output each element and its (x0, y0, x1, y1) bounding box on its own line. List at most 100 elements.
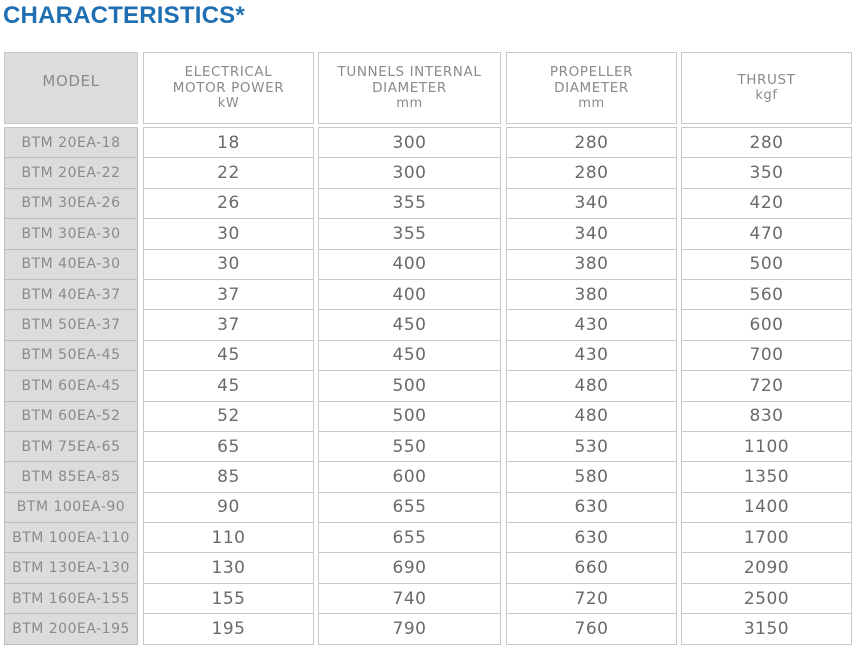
model-cell: BTM 200EA-195 (4, 614, 138, 645)
table-cell: 500 (681, 249, 852, 280)
table-cell: 630 (506, 523, 677, 554)
table-cell: 420 (681, 188, 852, 220)
table-cell: 340 (506, 188, 677, 220)
header-unit: mm (396, 96, 423, 111)
table-cell: 30 (143, 249, 314, 280)
table-cell: 90 (143, 492, 314, 524)
table-cell: 400 (318, 279, 501, 311)
header-label: TUNNELS INTERNAL (337, 64, 482, 80)
table-cell: 30 (143, 219, 314, 250)
table-cell: 110 (143, 523, 314, 554)
table-cell: 1400 (681, 492, 852, 524)
table-cell: 37 (143, 310, 314, 341)
table-cell: 690 (318, 553, 501, 584)
table-cell: 470 (681, 219, 852, 250)
column-model: MODEL BTM 20EA-18 BTM 20EA-22 BTM 30EA-26 BT… (4, 52, 138, 645)
header-tunnel-diameter: TUNNELS INTERNAL DIAMETER mm (318, 52, 501, 124)
table-cell: 830 (681, 401, 852, 432)
table-cell: 280 (681, 128, 852, 159)
table-cell: 45 (143, 371, 314, 402)
table-cell: 655 (318, 492, 501, 524)
table-cell: 480 (506, 371, 677, 402)
model-cell: BTM 85EA-85 (4, 462, 138, 493)
table-cell: 450 (318, 310, 501, 341)
table-cell: 790 (318, 614, 501, 645)
table-cell: 400 (318, 249, 501, 280)
table-cell: 355 (318, 188, 501, 220)
table-cell: 660 (506, 553, 677, 584)
header-label: PROPELLER (549, 64, 634, 80)
table-cell: 630 (506, 492, 677, 524)
header-label: MODEL (42, 72, 100, 90)
page-title: CHARACTERISTICS* (3, 2, 245, 29)
model-cell: BTM 60EA-45 (4, 371, 138, 402)
model-cell: BTM 30EA-30 (4, 219, 138, 250)
column-thrust: THRUST kgf 280 350 420 470 500 560 600 700 720 830 1… (681, 52, 852, 645)
table-cell: 560 (681, 279, 852, 311)
model-cell: BTM 75EA-65 (4, 431, 138, 463)
header-label: MOTOR POWER (172, 80, 285, 96)
model-cell: BTM 160EA-155 (4, 583, 138, 615)
table-cell: 600 (681, 310, 852, 341)
table-cell: 195 (143, 614, 314, 645)
header-unit: kW (217, 96, 240, 111)
table-cell: 52 (143, 401, 314, 432)
header-label: ELECTRICAL (184, 64, 273, 80)
header-unit: mm (578, 96, 605, 111)
table-cell: 430 (506, 340, 677, 372)
table-cell: 1100 (681, 431, 852, 463)
table-cell: 600 (318, 462, 501, 493)
header-label: DIAMETER (554, 80, 629, 96)
header-label: THRUST (737, 72, 796, 88)
table-cell: 430 (506, 310, 677, 341)
model-cell: BTM 50EA-37 (4, 310, 138, 341)
table-cell: 720 (681, 371, 852, 402)
table-cell: 380 (506, 249, 677, 280)
table-cell: 740 (318, 583, 501, 615)
table-cell: 450 (318, 340, 501, 372)
table-cell: 700 (681, 340, 852, 372)
header-label: DIAMETER (372, 80, 447, 96)
table-cell: 18 (143, 128, 314, 159)
model-cell: BTM 20EA-18 (4, 128, 138, 159)
header-motor-power: ELECTRICAL MOTOR POWER kW (143, 52, 314, 124)
column-propeller-diameter: PROPELLER DIAMETER mm 280 280 340 340 380 380 430… (506, 52, 677, 645)
column-tunnel-diameter: TUNNELS INTERNAL DIAMETER mm 300 300 355 355 40… (318, 52, 501, 645)
table-cell: 720 (506, 583, 677, 615)
table-cell: 760 (506, 614, 677, 645)
table-cell: 340 (506, 219, 677, 250)
table-cell: 655 (318, 523, 501, 554)
table-cell: 1350 (681, 462, 852, 493)
table-cell: 2500 (681, 583, 852, 615)
table-cell: 380 (506, 279, 677, 311)
table-cell: 130 (143, 553, 314, 584)
table-cell: 2090 (681, 553, 852, 584)
table-cell: 45 (143, 340, 314, 372)
model-cell: BTM 130EA-130 (4, 553, 138, 584)
model-cell: BTM 40EA-37 (4, 279, 138, 311)
table-cell: 480 (506, 401, 677, 432)
header-model: MODEL (4, 52, 138, 124)
model-cell: BTM 50EA-45 (4, 340, 138, 372)
table-cell: 500 (318, 401, 501, 432)
table-cell: 530 (506, 431, 677, 463)
header-thrust: THRUST kgf (681, 52, 852, 124)
table-cell: 500 (318, 371, 501, 402)
model-cell: BTM 100EA-110 (4, 523, 138, 554)
table-cell: 3150 (681, 614, 852, 645)
table-cell: 355 (318, 219, 501, 250)
table-cell: 22 (143, 158, 314, 189)
table-cell: 26 (143, 188, 314, 220)
table-cell: 85 (143, 462, 314, 493)
header-unit: kgf (755, 88, 778, 103)
column-motor-power: ELECTRICAL MOTOR POWER kW 18 22 26 30 30 37 37 45 4… (143, 52, 314, 645)
table-cell: 580 (506, 462, 677, 493)
table-cell: 550 (318, 431, 501, 463)
table-cell: 280 (506, 128, 677, 159)
table-cell: 350 (681, 158, 852, 189)
model-cell: BTM 30EA-26 (4, 188, 138, 220)
table-cell: 300 (318, 128, 501, 159)
table-cell: 155 (143, 583, 314, 615)
model-cell: BTM 20EA-22 (4, 158, 138, 189)
model-cell: BTM 60EA-52 (4, 401, 138, 432)
